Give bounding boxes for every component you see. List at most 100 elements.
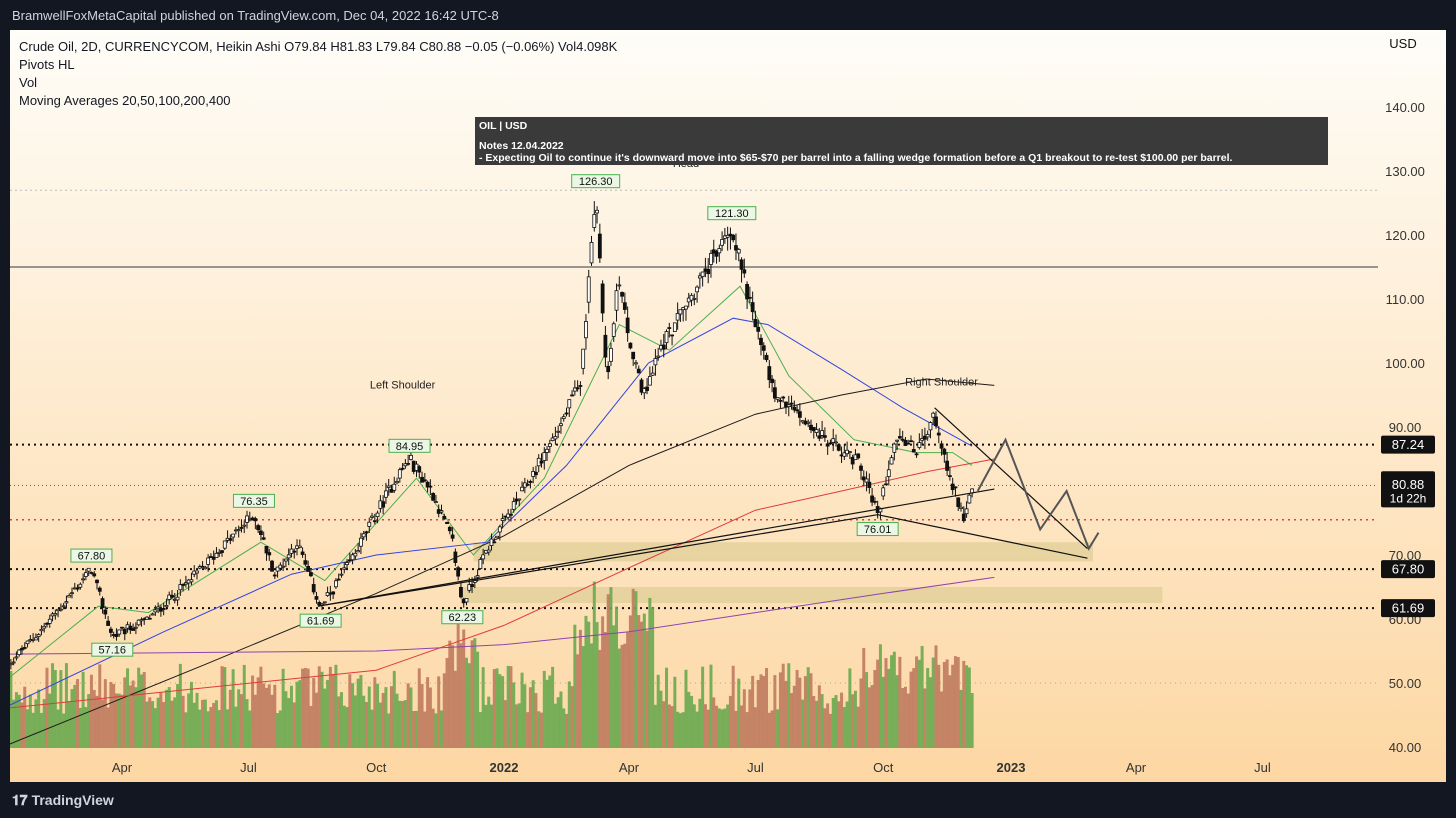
- volume-bar: [137, 667, 141, 748]
- candle-body: [664, 331, 669, 344]
- volume-bar: [10, 670, 13, 748]
- candle-body: [570, 394, 574, 397]
- volume-bar: [112, 683, 116, 748]
- volume-bar: [695, 711, 699, 748]
- candle-body: [442, 515, 447, 520]
- candle-body: [634, 362, 638, 365]
- candle-body: [86, 567, 91, 572]
- candle-body: [856, 453, 861, 459]
- volume-bar: [248, 710, 252, 748]
- ma400-line: [10, 576, 995, 655]
- legend-volume[interactable]: Vol: [19, 75, 38, 90]
- candle-body: [934, 416, 938, 427]
- projection-path[interactable]: [976, 437, 1100, 551]
- candle-body: [353, 552, 358, 557]
- candle-body: [78, 583, 83, 588]
- candle-body: [603, 334, 608, 358]
- trendline-2[interactable]: [877, 514, 1088, 559]
- publish-info: BramwellFoxMetaCapital published on Trad…: [12, 8, 499, 23]
- candle-body: [389, 488, 394, 493]
- volume-bar: [37, 689, 41, 748]
- legend-moving-averages[interactable]: Moving Averages 20,50,100,200,400: [19, 93, 231, 108]
- volume-bar: [470, 640, 474, 748]
- volume-bar: [303, 667, 307, 748]
- volume-bar: [665, 667, 669, 748]
- candle-body: [336, 578, 341, 581]
- candle-body: [647, 376, 652, 386]
- volume-bar: [67, 701, 71, 748]
- trendline-3[interactable]: [934, 407, 1088, 550]
- volume-bar: [517, 703, 521, 748]
- volume-bar: [565, 713, 569, 748]
- trendline-0[interactable]: [317, 488, 995, 607]
- volume-bar: [14, 692, 18, 748]
- trendline-1[interactable]: [317, 514, 878, 607]
- candle-body: [120, 626, 124, 629]
- candle-body: [617, 284, 622, 287]
- volume-bar: [223, 667, 227, 748]
- volume-bar: [339, 692, 343, 748]
- candle-body: [309, 572, 313, 577]
- candle-body: [284, 558, 288, 562]
- volume-bar: [370, 709, 374, 748]
- volume-bar: [331, 673, 335, 748]
- candle-body: [611, 323, 616, 337]
- volume-bar: [731, 665, 735, 748]
- candle-body: [736, 249, 741, 254]
- candle-body: [628, 342, 633, 349]
- volume-bar: [53, 670, 57, 748]
- volume-bar: [562, 708, 566, 748]
- volume-bar: [209, 707, 213, 748]
- candle-body: [964, 508, 969, 515]
- volume-bar: [20, 702, 24, 748]
- volume-bar: [865, 672, 869, 748]
- candle-body: [714, 250, 719, 257]
- volume-bar: [606, 594, 610, 748]
- candle-body: [175, 596, 180, 601]
- candle-body: [672, 322, 677, 332]
- candle-body: [584, 321, 588, 339]
- y-tick-label: 90.00: [1389, 420, 1422, 435]
- candle-body: [495, 535, 499, 539]
- volume-bar: [237, 689, 241, 748]
- candle-body: [75, 587, 80, 590]
- volume-bar: [834, 695, 838, 748]
- bottom-bar: 𝟏𝟕 TradingView: [0, 782, 1456, 818]
- volume-bar: [803, 676, 807, 748]
- volume-bar: [884, 658, 888, 748]
- volume-bar: [226, 709, 230, 748]
- volume-bar: [134, 687, 138, 748]
- legend-pivots[interactable]: Pivots HL: [19, 57, 75, 72]
- candle-body: [259, 530, 263, 535]
- pivot-box: [707, 206, 757, 221]
- price-tag: [1381, 560, 1435, 579]
- candle-body: [689, 294, 694, 301]
- volume-bar: [184, 712, 188, 748]
- candle-body: [139, 619, 144, 622]
- candle-body: [459, 586, 463, 598]
- volume-bar: [787, 663, 791, 748]
- candle-body: [161, 608, 166, 610]
- candle-body: [731, 234, 736, 241]
- volume-bar: [214, 700, 218, 748]
- pivot-box: [441, 610, 484, 625]
- volume-bar: [667, 704, 671, 748]
- volume-bar: [381, 692, 385, 748]
- volume-bar: [212, 702, 216, 748]
- tradingview-logo[interactable]: 𝟏𝟕 TradingView: [12, 792, 114, 809]
- candle-body: [170, 594, 174, 598]
- candle-body: [678, 309, 683, 315]
- candle-body: [10, 663, 13, 666]
- volume-bar: [762, 676, 766, 748]
- candle-body: [406, 462, 411, 465]
- volume-bar: [578, 629, 582, 748]
- chart-area[interactable]: 67.80 57.16 76.35 61.69 84.95 62.23 126.30 121.…: [10, 30, 1446, 782]
- candle-body: [431, 493, 436, 501]
- candle-body: [670, 334, 674, 337]
- volume-bar: [584, 615, 588, 748]
- price-tag-countdown: 1d 22h: [1390, 491, 1427, 505]
- volume-bar: [151, 701, 155, 748]
- volume-bar: [542, 670, 546, 748]
- candle-body: [242, 524, 247, 527]
- price-tag-label: 67.80: [1392, 562, 1425, 577]
